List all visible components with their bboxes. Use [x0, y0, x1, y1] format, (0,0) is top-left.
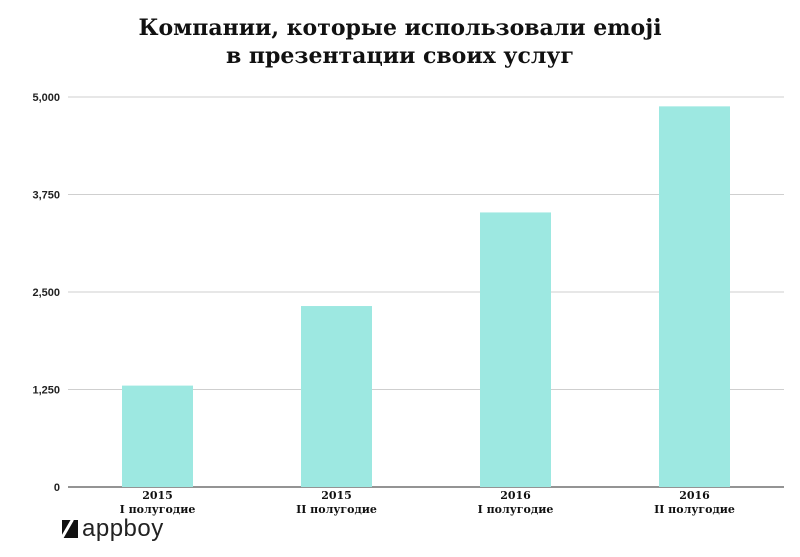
- x-tick-label-half: II полугодие: [654, 503, 735, 516]
- chart-title: Компании, которые использовали emoji в п…: [0, 14, 800, 70]
- x-tick-label-half: I полугодие: [120, 503, 196, 516]
- brand-logo-text: appboy: [82, 515, 164, 542]
- bar: [122, 385, 193, 487]
- y-tick-label: 3,750: [32, 190, 60, 202]
- y-tick-label: 5,000: [32, 92, 60, 104]
- x-tick-label-year: 2016: [679, 489, 710, 502]
- chart-title-line-1: Компании, которые использовали emoji: [138, 15, 662, 41]
- appboy-mark-icon: [62, 520, 78, 538]
- y-tick-label: 1,250: [32, 385, 60, 397]
- x-tick-label-year: 2016: [500, 489, 531, 502]
- bar: [480, 212, 551, 487]
- x-tick-label-half: II полугодие: [296, 503, 377, 516]
- y-tick-label: 2,500: [32, 287, 60, 299]
- bar: [659, 106, 730, 488]
- brand-logo: appboy: [62, 514, 164, 544]
- chart-title-line-2: в презентации своих услуг: [225, 43, 574, 69]
- x-tick-label-half: I полугодие: [478, 503, 554, 516]
- x-tick-label-year: 2015: [142, 489, 173, 502]
- bar: [301, 306, 372, 487]
- x-tick-label-year: 2015: [321, 489, 352, 502]
- y-tick-label: 0: [54, 482, 60, 494]
